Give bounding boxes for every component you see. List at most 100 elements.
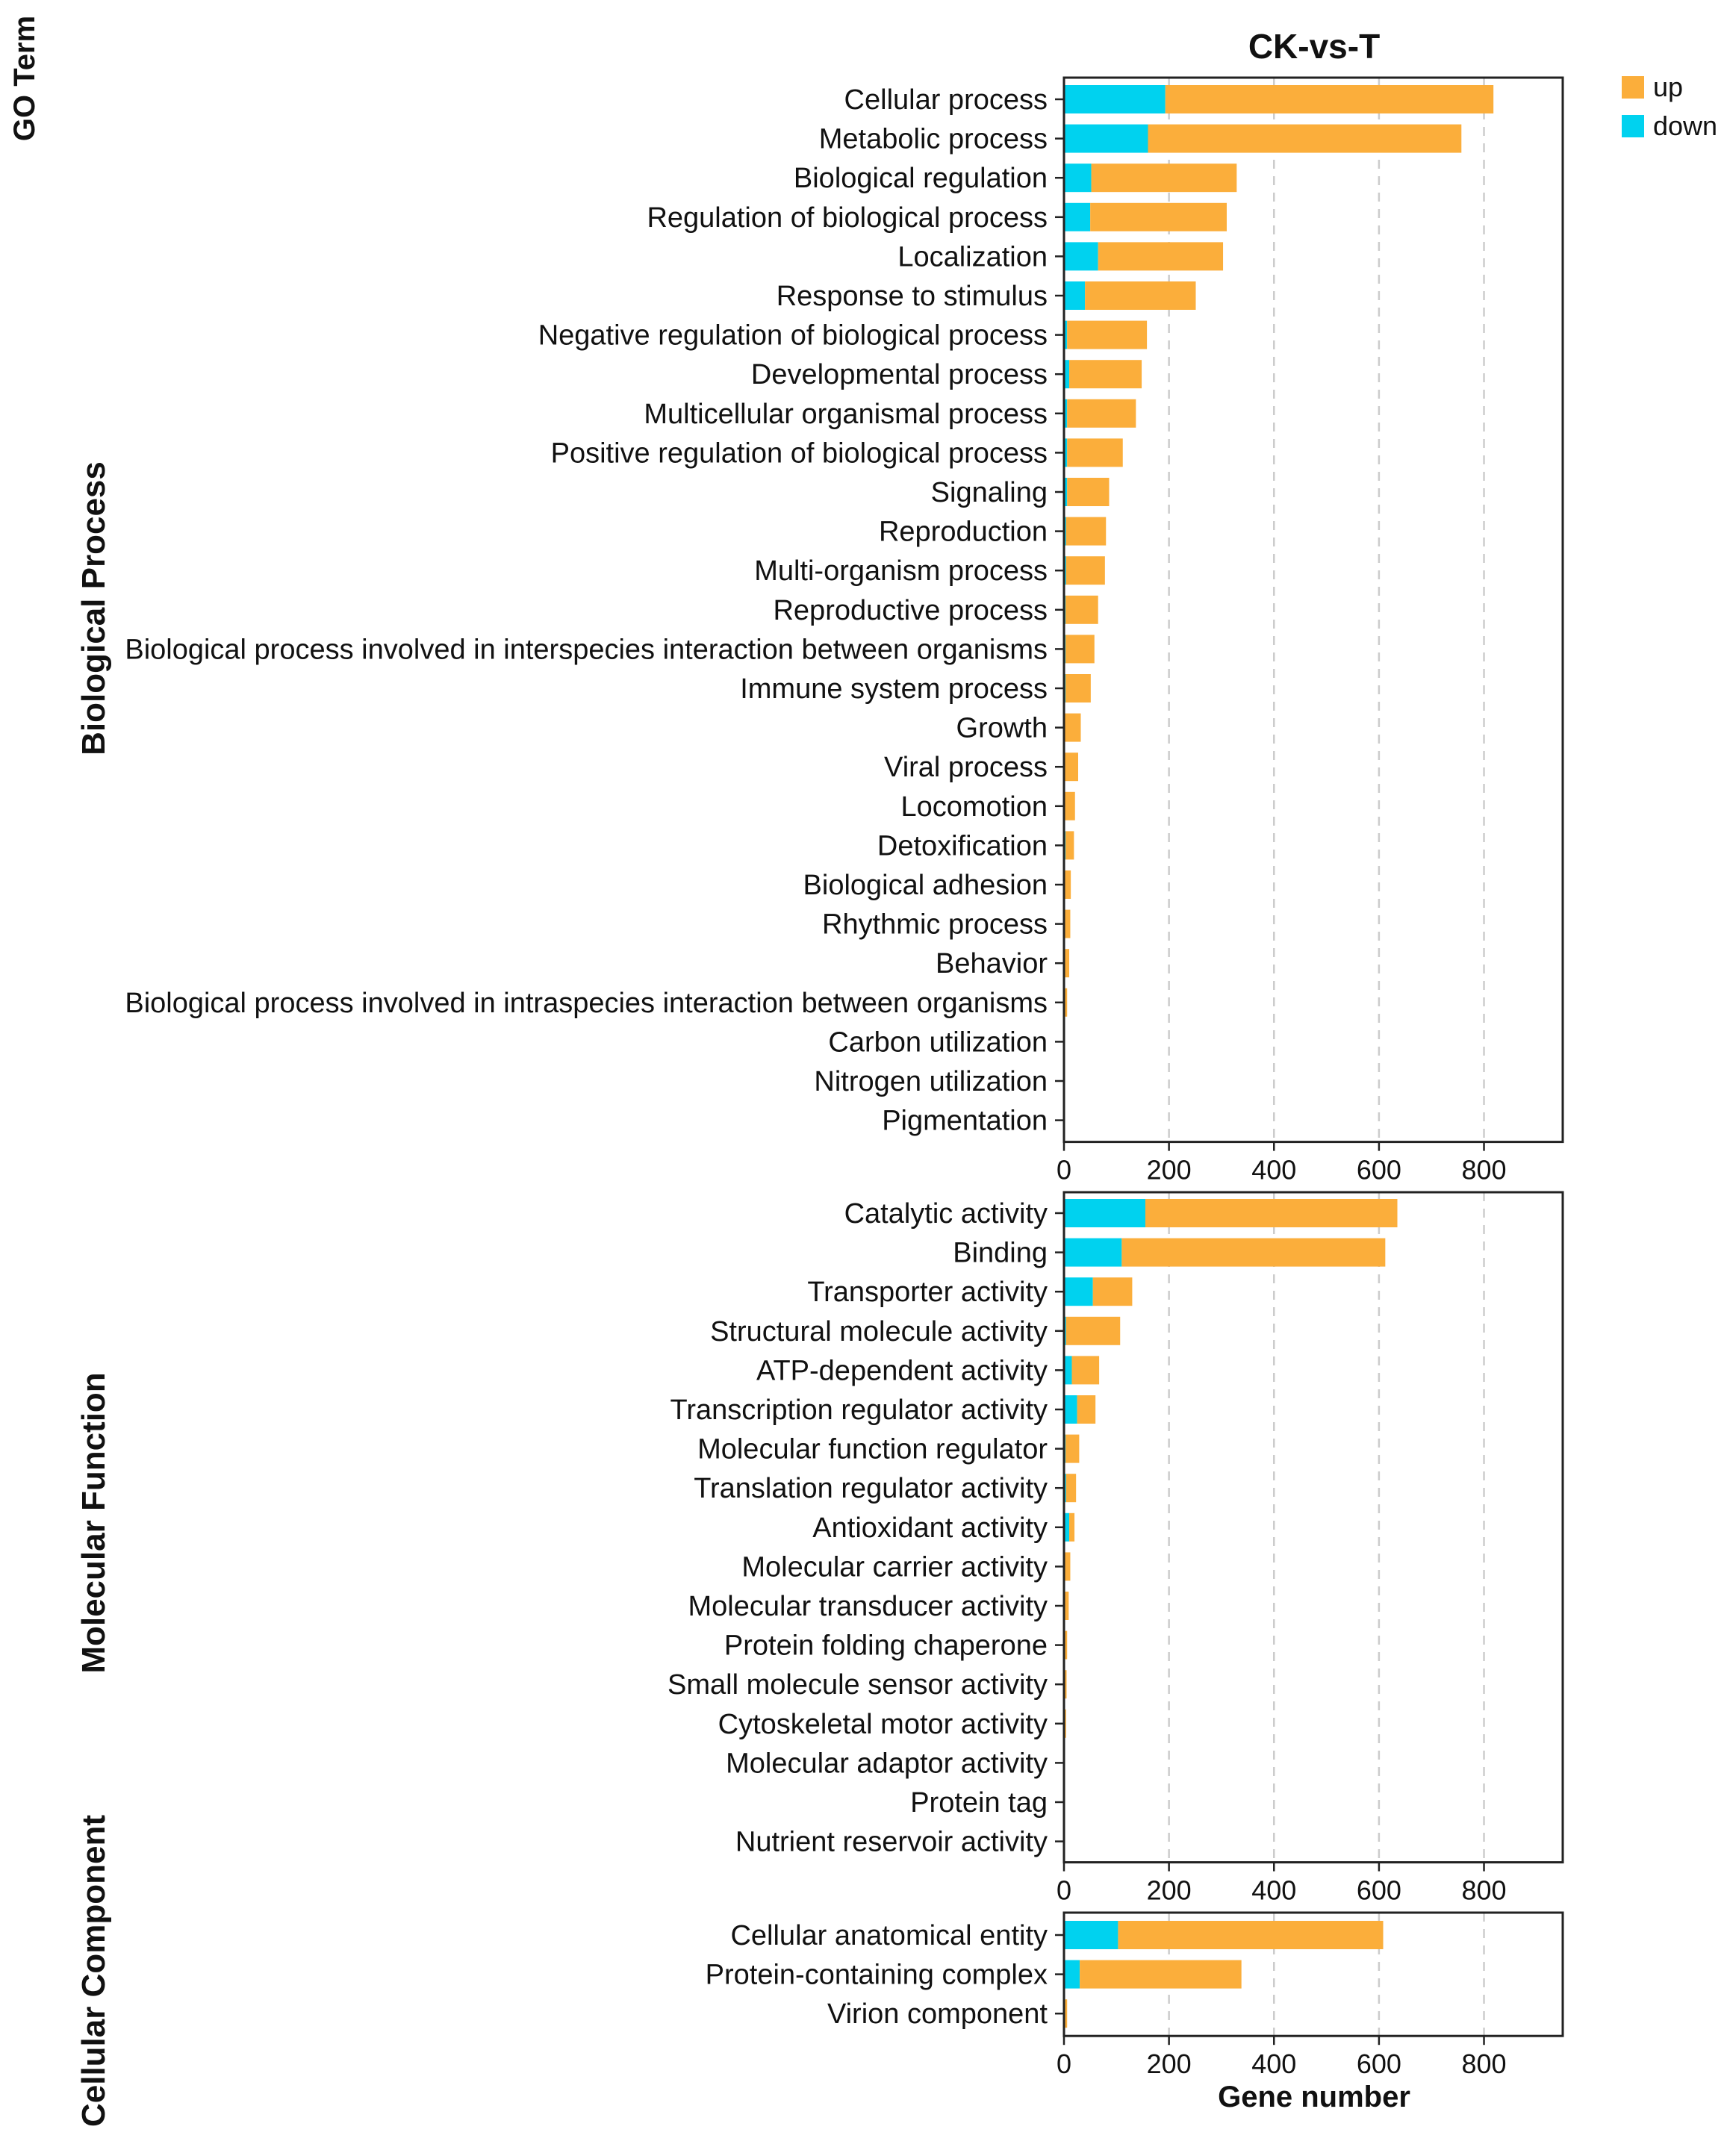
legend-label-down: down xyxy=(1653,110,1717,141)
bar-up-protein-containing-complex xyxy=(1080,1960,1242,1989)
bar-up-cellular-anatomical-entity xyxy=(1118,1921,1384,1949)
category-label: Antioxidant activity xyxy=(812,1512,1048,1544)
bar-up-developmental-process xyxy=(1069,360,1142,389)
category-label: Negative regulation of biological proces… xyxy=(538,320,1048,352)
x-tick-label: 0 xyxy=(1057,1875,1071,1906)
x-tick-label: 800 xyxy=(1461,1875,1506,1906)
bar-down-protein-containing-complex xyxy=(1064,1960,1080,1989)
category-label: Virion component xyxy=(827,1998,1048,2030)
bar-up-growth xyxy=(1065,713,1081,742)
category-label: Biological process involved in interspec… xyxy=(125,634,1048,665)
bar-up-reproductive-process xyxy=(1065,595,1098,624)
bar-up-cytoskeletal-motor-activity xyxy=(1064,1709,1066,1738)
x-tick-label: 600 xyxy=(1357,1875,1401,1906)
bar-down-atp-dependent-activity xyxy=(1064,1356,1072,1385)
x-tick-label: 400 xyxy=(1251,2048,1296,2079)
bar-up-reproduction xyxy=(1065,517,1107,546)
category-label: Nutrient reservoir activity xyxy=(735,1827,1048,1858)
category-label: Molecular transducer activity xyxy=(688,1591,1048,1622)
bar-up-molecular-function-regulator xyxy=(1065,1434,1080,1463)
category-label: Cellular anatomical entity xyxy=(730,1920,1048,1951)
category-label: Transcription regulator activity xyxy=(670,1395,1048,1426)
legend-swatch-up xyxy=(1622,76,1644,99)
bar-up-immune-system-process xyxy=(1065,674,1091,702)
category-label: Growth xyxy=(956,713,1048,744)
category-label: Protein tag xyxy=(910,1787,1048,1819)
category-label: Metabolic process xyxy=(819,124,1048,155)
bar-up-molecular-carrier-activity xyxy=(1064,1552,1071,1581)
category-label: Biological regulation xyxy=(794,163,1048,194)
bar-up-signaling xyxy=(1067,478,1110,506)
y-axis-title: GO Term xyxy=(8,16,41,141)
bar-down-binding xyxy=(1064,1238,1122,1267)
bar-up-biological-process-involved-in-interspecies-interaction-between-organisms xyxy=(1065,635,1095,664)
bar-down-cellular-anatomical-entity xyxy=(1064,1921,1118,1949)
bar-down-localization xyxy=(1064,242,1098,271)
bar-up-viral-process xyxy=(1065,753,1078,782)
legend-label-up: up xyxy=(1653,72,1683,102)
x-tick-label: 200 xyxy=(1147,2048,1192,2079)
bar-up-positive-regulation-of-biological-process xyxy=(1067,438,1123,467)
bar-up-response-to-stimulus xyxy=(1085,281,1196,310)
panels: Cellular process Metabolic process Biologi… xyxy=(75,76,1564,2127)
bar-up-metabolic-process xyxy=(1148,124,1462,153)
panel-cellular-component: Cellular anatomical entity Protein-contai… xyxy=(75,1815,1564,2127)
category-label: Structural molecule activity xyxy=(710,1316,1048,1348)
x-tick-label: 400 xyxy=(1251,1875,1296,1906)
bar-up-cellular-process xyxy=(1165,85,1494,113)
x-tick-label: 600 xyxy=(1357,1155,1401,1186)
bar-down-catalytic-activity xyxy=(1064,1199,1145,1227)
bar-up-biological-process-involved-in-intraspecies-interaction-between-organisms xyxy=(1064,988,1068,1017)
bar-up-translation-regulator-activity xyxy=(1065,1474,1077,1503)
category-label: Cellular process xyxy=(844,84,1048,116)
bar-up-catalytic-activity xyxy=(1145,1199,1398,1227)
bar-up-detoxification xyxy=(1065,831,1074,860)
legend: up down xyxy=(1622,72,1717,141)
category-label: Multi-organism process xyxy=(754,555,1048,587)
bar-down-signaling xyxy=(1064,478,1068,506)
panel-frame xyxy=(1062,1911,1564,2037)
bar-up-biological-adhesion xyxy=(1064,870,1071,899)
category-label: Molecular function regulator xyxy=(697,1434,1048,1465)
bar-up-rhythmic-process xyxy=(1064,909,1071,938)
category-label: Translation regulator activity xyxy=(694,1473,1048,1504)
bar-up-transporter-activity xyxy=(1092,1277,1133,1306)
category-label: Molecular adaptor activity xyxy=(726,1748,1048,1779)
panel-biological-process: Cellular process Metabolic process Biologi… xyxy=(75,76,1564,1186)
x-tick-label: 800 xyxy=(1461,2048,1506,2079)
bar-up-localization xyxy=(1098,242,1224,271)
category-label: Reproduction xyxy=(879,517,1048,548)
bar-down-cellular-process xyxy=(1064,85,1166,113)
category-label: Pigmentation xyxy=(882,1106,1048,1137)
bar-up-multi-organism-process xyxy=(1065,556,1105,585)
x-tick-label: 200 xyxy=(1147,1875,1192,1906)
bar-up-multicellular-organismal-process xyxy=(1067,399,1136,428)
bar-up-structural-molecule-activity xyxy=(1065,1316,1121,1345)
panel-frame xyxy=(1062,76,1564,1144)
bar-down-biological-regulation xyxy=(1064,163,1092,193)
bar-down-antioxidant-activity xyxy=(1064,1512,1070,1542)
category-label: Reproductive process xyxy=(773,595,1048,626)
category-label: Regulation of biological process xyxy=(647,202,1048,234)
bar-down-regulation-of-biological-process xyxy=(1064,202,1091,231)
bar-up-transcription-regulator-activity xyxy=(1077,1395,1096,1424)
category-label: Molecular carrier activity xyxy=(741,1551,1048,1583)
category-label: Protein-containing complex xyxy=(706,1960,1048,1991)
category-label: Signaling xyxy=(931,477,1048,508)
section-label-biological-process: Biological Process xyxy=(75,461,112,755)
category-label: Localization xyxy=(897,241,1048,272)
bar-down-transcription-regulator-activity xyxy=(1064,1395,1077,1424)
category-label: Small molecule sensor activity xyxy=(668,1669,1048,1701)
bar-down-multicellular-organismal-process xyxy=(1064,399,1068,428)
bar-down-developmental-process xyxy=(1064,360,1070,389)
chart-title: CK-vs-T xyxy=(1248,27,1380,66)
x-tick-label: 800 xyxy=(1461,1155,1506,1186)
panel-frame xyxy=(1062,1191,1564,1864)
category-label: Protein folding chaperone xyxy=(724,1630,1048,1662)
category-label: Multicellular organismal process xyxy=(644,399,1048,430)
category-label: Rhythmic process xyxy=(822,909,1048,941)
category-label: Biological adhesion xyxy=(803,870,1048,901)
category-label: Transporter activity xyxy=(807,1277,1048,1308)
bar-up-locomotion xyxy=(1065,791,1075,820)
